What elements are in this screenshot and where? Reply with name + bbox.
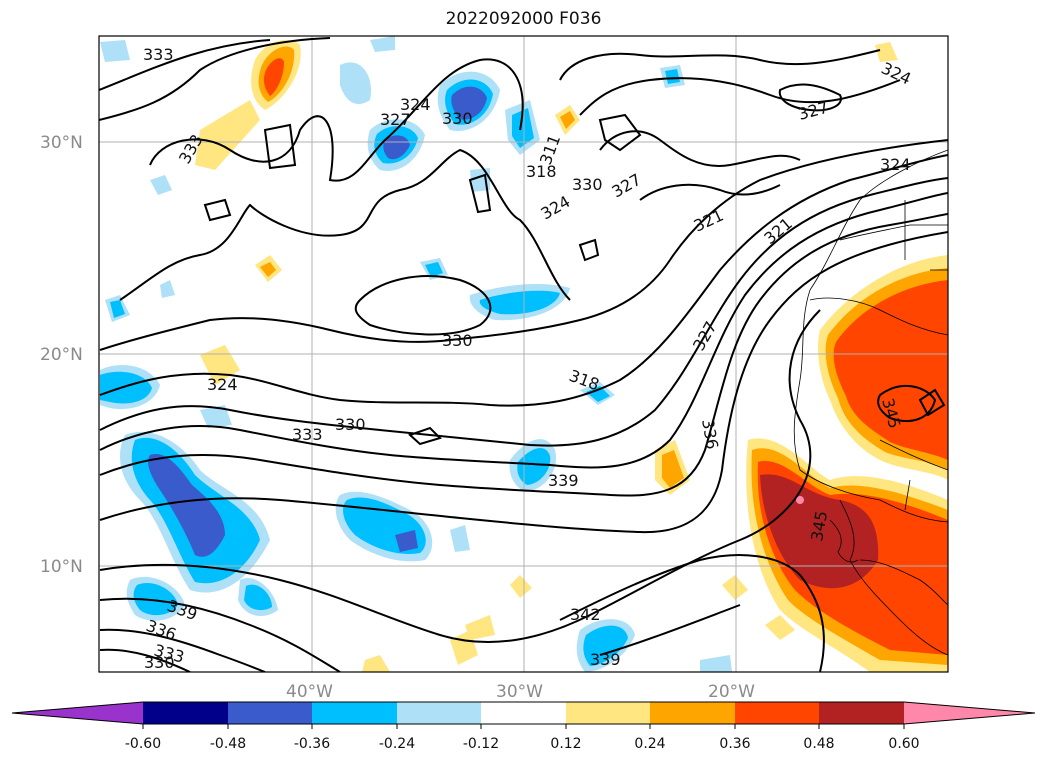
lon-label: 20°W bbox=[708, 682, 755, 702]
colorbar-swatch bbox=[143, 702, 228, 724]
colorbar: -0.60 -0.48 -0.36 -0.24 -0.12 0.12 0.24 … bbox=[11, 701, 1036, 752]
contour-label: 330 bbox=[572, 175, 603, 194]
lat-label: 10°N bbox=[40, 557, 83, 577]
colorbar-swatch bbox=[735, 702, 819, 724]
map-area bbox=[99, 36, 948, 672]
colorbar-tick-label: 0.24 bbox=[634, 736, 665, 752]
contour-label: 330 bbox=[442, 109, 473, 128]
colorbar-swatch bbox=[650, 702, 735, 724]
lat-label: 30°N bbox=[40, 133, 83, 153]
graticule bbox=[99, 36, 948, 672]
lon-label: 40°W bbox=[286, 682, 333, 702]
colorbar-tick-label: 0.48 bbox=[803, 736, 834, 752]
colorbar-extend-min bbox=[12, 702, 143, 724]
shading-cool bbox=[100, 36, 732, 672]
map-frame bbox=[98, 35, 949, 673]
colorbar-tick-label: 0.12 bbox=[550, 736, 581, 752]
colorbar-swatch bbox=[566, 702, 650, 724]
contour-lines bbox=[99, 37, 948, 672]
contour-label: 327 bbox=[380, 110, 411, 129]
contour-label: 330 bbox=[442, 331, 473, 350]
colorbar-tick-label: -0.12 bbox=[463, 736, 499, 752]
contour-label: 330 bbox=[335, 415, 366, 434]
colorbar-swatch bbox=[228, 702, 312, 724]
colorbar-tick-label: 0.60 bbox=[888, 736, 919, 752]
contour-label: 318 bbox=[526, 162, 557, 181]
colorbar-tick-label: -0.24 bbox=[379, 736, 415, 752]
lat-label: 20°N bbox=[40, 345, 83, 365]
contour-label: 324 bbox=[207, 375, 238, 394]
contour-label: 333 bbox=[292, 425, 323, 444]
contour-label: 330 bbox=[144, 653, 175, 672]
contour-label: 324 bbox=[400, 95, 431, 114]
colorbar-swatch bbox=[481, 702, 566, 724]
colorbar-ticks bbox=[142, 724, 905, 729]
contour-label: 339 bbox=[548, 471, 579, 490]
colorbar-tick-label: -0.60 bbox=[125, 736, 161, 752]
contour-label: 342 bbox=[570, 605, 601, 624]
colorbar-swatch bbox=[312, 702, 397, 724]
colorbar-tick-label: 0.36 bbox=[719, 736, 750, 752]
contour-label: 333 bbox=[143, 45, 174, 64]
contour-label: 339 bbox=[590, 650, 621, 669]
coastlines bbox=[793, 149, 948, 656]
colorbar-tick-label: -0.48 bbox=[210, 736, 246, 752]
colorbar-extend-max bbox=[904, 702, 1035, 724]
colorbar-tick-label: -0.36 bbox=[294, 736, 330, 752]
colorbar-swatch bbox=[819, 702, 904, 724]
map-title: 2022092000 F036 bbox=[445, 9, 602, 29]
contour-label: 324 bbox=[880, 155, 911, 174]
colorbar-swatch bbox=[397, 702, 481, 724]
lon-label: 30°W bbox=[496, 682, 543, 702]
